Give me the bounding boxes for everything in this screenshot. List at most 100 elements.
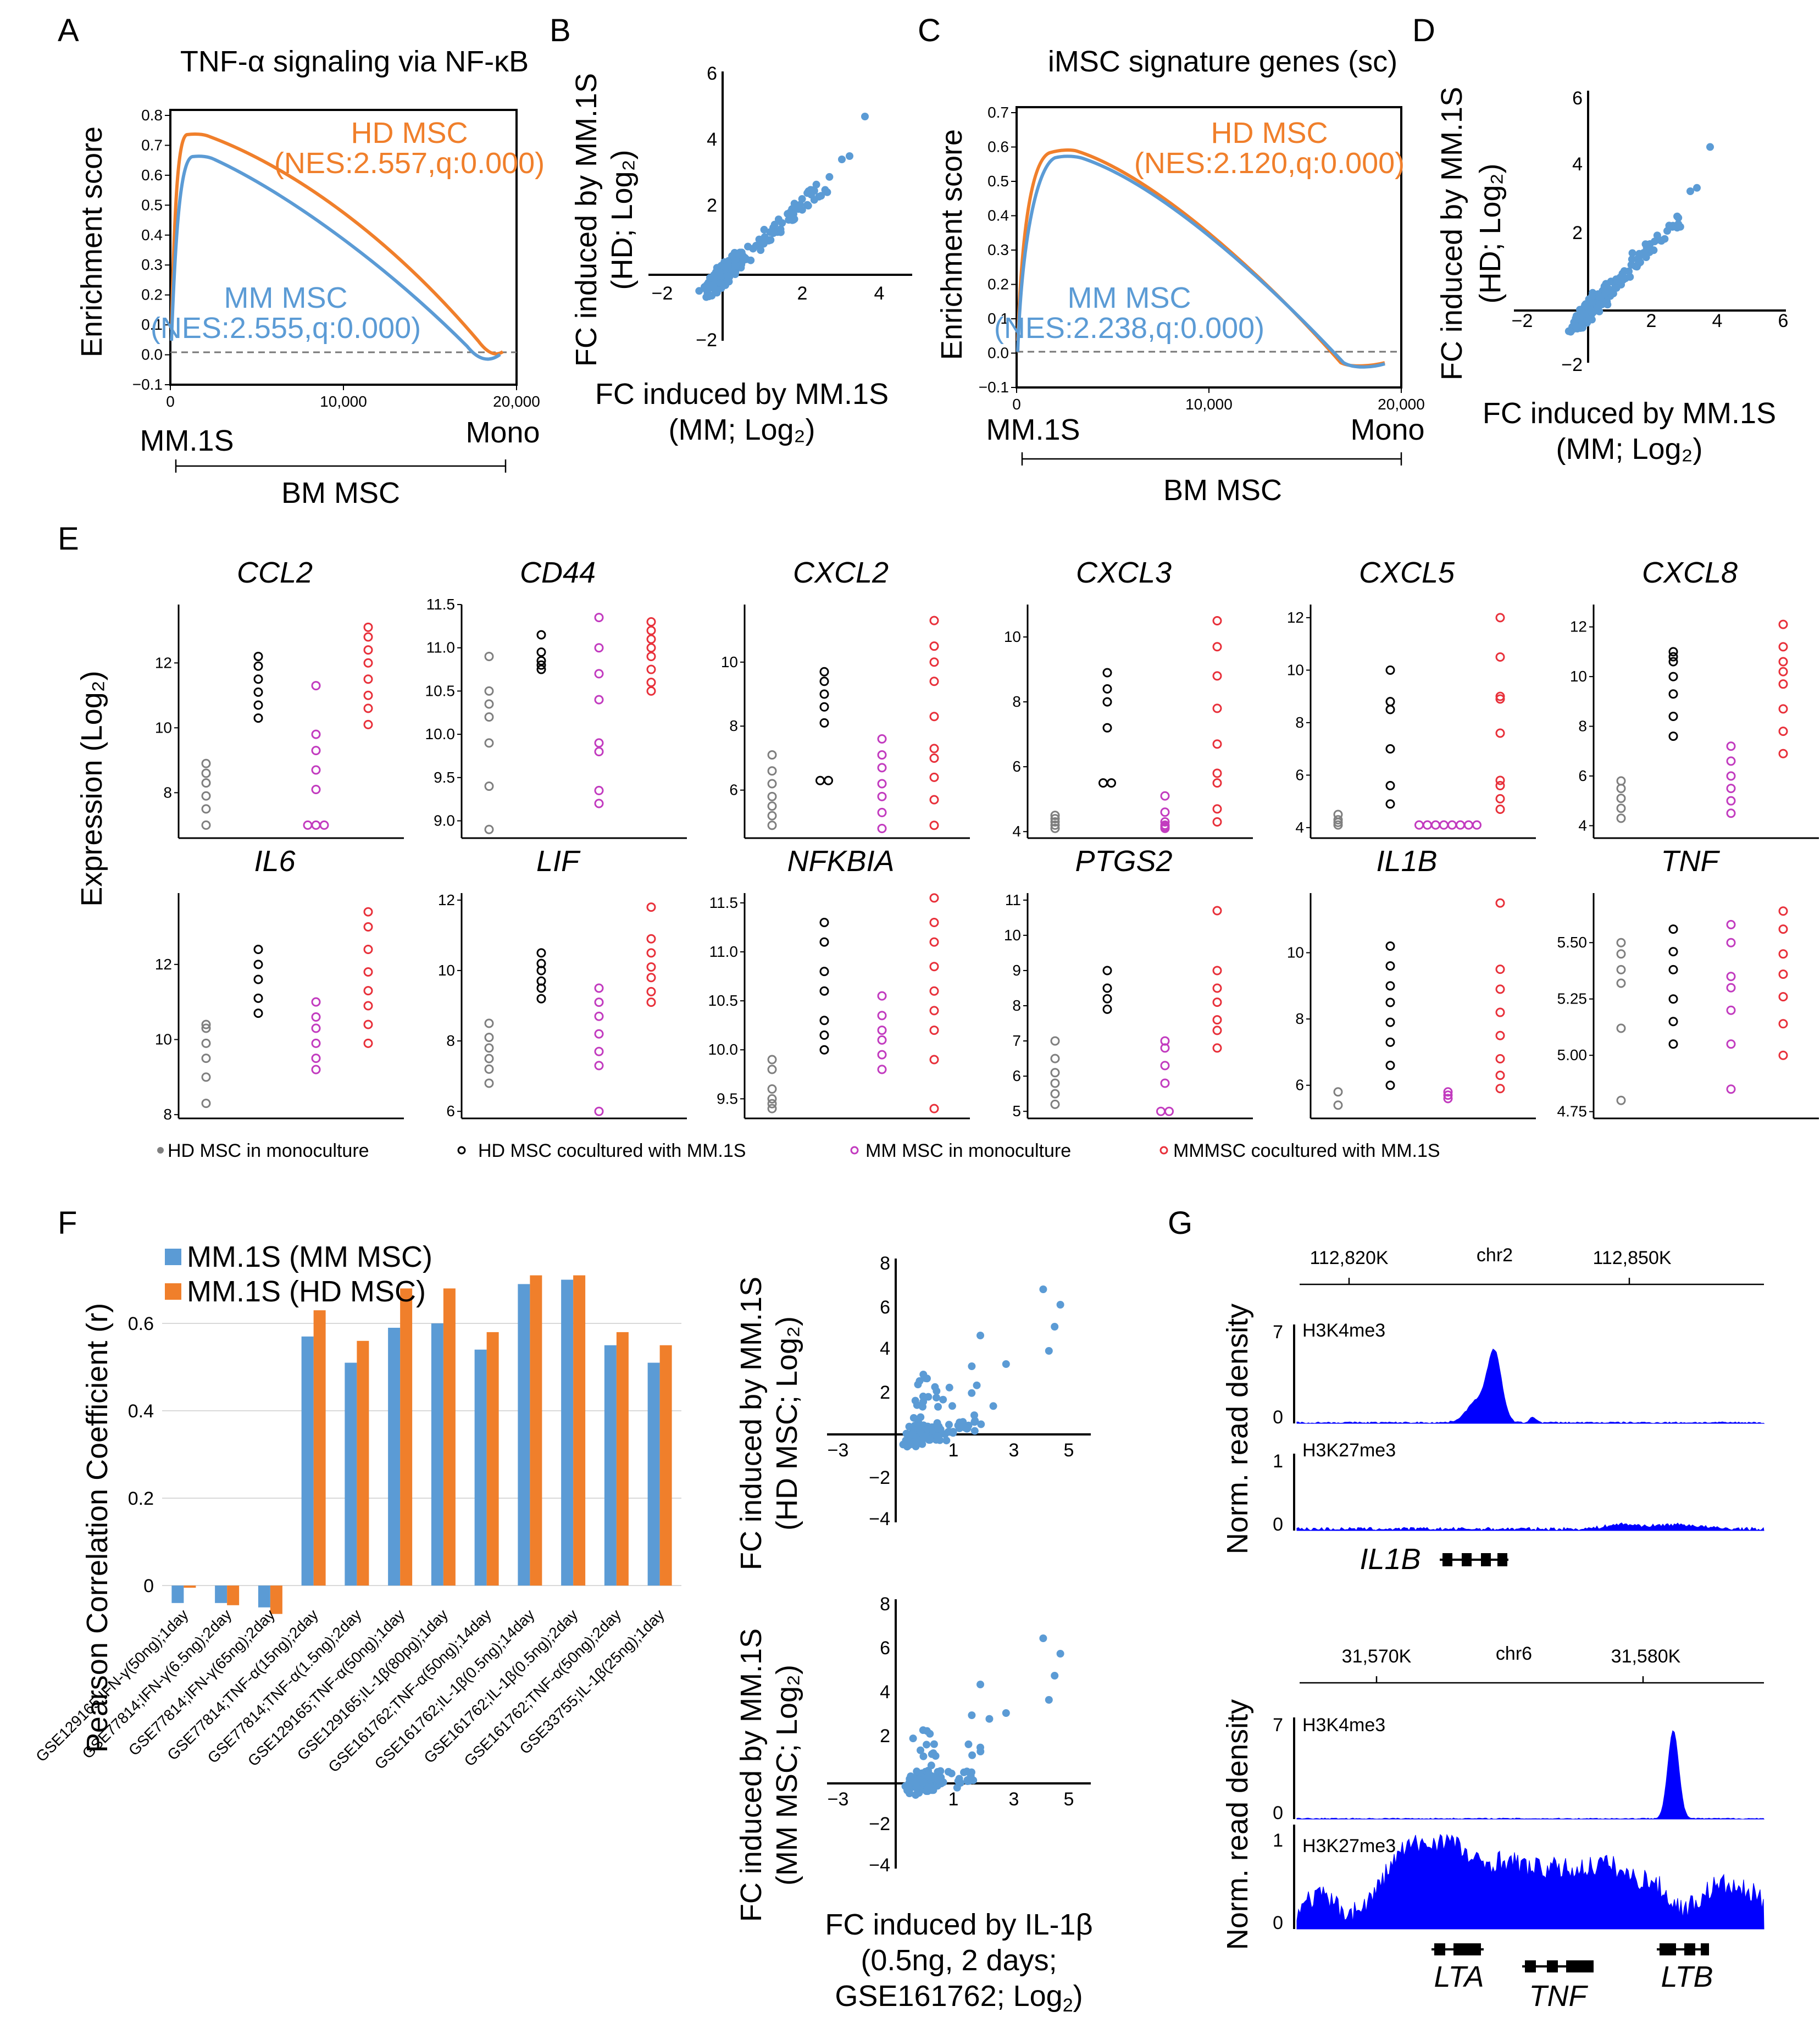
- panel-c-mm-name: MM MSC: [1068, 281, 1191, 314]
- panel-a-left-label: MM.1S: [140, 424, 234, 457]
- expression-point: [594, 695, 604, 705]
- expression-point: [1668, 731, 1678, 741]
- ytick-label: 0.2: [128, 1488, 154, 1509]
- expression-point: [363, 674, 373, 684]
- expression-point: [201, 768, 211, 778]
- expression-point: [1385, 1080, 1395, 1090]
- expression-point: [819, 1016, 829, 1026]
- expression-point: [1385, 705, 1395, 714]
- scatter-point: [817, 192, 825, 200]
- expression-point: [1212, 817, 1222, 827]
- ytick-label: 0.4: [128, 1401, 154, 1422]
- panel-f-legend: MM.1S (MM MSC) MM.1S (HD MSC): [165, 1240, 432, 1308]
- bar: [301, 1336, 314, 1586]
- scatter-point: [917, 1413, 925, 1421]
- panel-c-yticks: 0.7 0.6 0.5 0.4 0.3 0.2 0.1 0.0 −0.1: [979, 104, 1017, 396]
- expression-point: [1668, 1039, 1678, 1049]
- expression-point: [646, 617, 656, 627]
- expression-point: [1102, 966, 1112, 976]
- panel-d-ylabel-1: FC induced by MM.1S: [1435, 87, 1468, 380]
- ytick-label: 4: [1295, 819, 1304, 836]
- panel-a-hd-curve: [170, 132, 504, 356]
- ytick-label: 9.5: [717, 1090, 738, 1107]
- panel-b-ylabel-2: (HD; Log₂): [606, 149, 639, 290]
- scatter-point: [744, 242, 752, 251]
- panel-a-xticks: 0 10,000 20,000: [166, 385, 540, 410]
- bar: [573, 1275, 586, 1586]
- expression-point: [929, 1006, 939, 1016]
- expression-point: [929, 677, 939, 686]
- expression-point: [819, 937, 829, 947]
- expression-point: [1778, 1050, 1788, 1060]
- svg-text:6: 6: [880, 1297, 890, 1318]
- expression-point: [1050, 1054, 1060, 1063]
- expression-point: [646, 934, 656, 944]
- expression-point: [594, 1106, 604, 1116]
- panel-b-xlabel-2: (MM; Log₂): [669, 413, 815, 446]
- expression-point: [594, 747, 604, 757]
- expression-point: [1443, 1094, 1453, 1104]
- svg-text:2: 2: [707, 195, 717, 216]
- expression-point: [819, 986, 829, 996]
- expression-point: [1495, 1030, 1505, 1040]
- panel-e: E Expression (Log₂) CCL2 8 10 12 CD44 9.0 9.5 1…: [58, 521, 1819, 1161]
- panel-f-scatter2-points: [901, 1634, 1064, 1799]
- expression-point: [929, 986, 939, 996]
- ytick-label: 11.5: [709, 894, 738, 911]
- scatter-point: [810, 196, 818, 204]
- gene-plot-cd44: CD44 9.0 9.5 10.0 10.5 11.0 11.5: [425, 556, 687, 839]
- expression-point: [1778, 642, 1788, 652]
- bar: [518, 1284, 530, 1586]
- expression-point: [594, 643, 604, 653]
- scatter-point: [970, 1427, 979, 1435]
- svg-text:−3: −3: [828, 1789, 849, 1810]
- ytick-label: 0.8: [141, 107, 163, 124]
- scatter-point: [790, 210, 798, 218]
- expression-point: [646, 664, 656, 674]
- ytick-label: 0.3: [141, 256, 163, 273]
- expression-point: [1778, 969, 1788, 979]
- expression-point: [1212, 1026, 1222, 1035]
- expression-point: [594, 1029, 604, 1039]
- expression-point: [1668, 647, 1678, 657]
- legend-hd-mono: HD MSC in monoculture: [168, 1140, 369, 1161]
- panel-g-bottom-pos2: 31,580K: [1611, 1646, 1681, 1667]
- expression-point: [1495, 794, 1505, 803]
- scatter-point: [985, 1715, 994, 1723]
- expression-point: [1050, 823, 1060, 833]
- legend-hd-cocultured: HD MSC cocultured with MM.1S: [478, 1140, 746, 1161]
- ytick-label: 6: [1295, 1077, 1304, 1094]
- scatter-point: [695, 287, 703, 295]
- expression-point: [1431, 820, 1440, 830]
- scatter-point: [1612, 284, 1621, 292]
- ytick-label: 12: [1570, 618, 1587, 635]
- panel-a-yticks: 0.8 0.7 0.6 0.5 0.4 0.3 0.2 0.1 0.0 −0.1: [132, 107, 170, 393]
- expression-point: [767, 1065, 777, 1074]
- expression-point: [1726, 741, 1736, 751]
- scatter-point: [968, 1362, 976, 1370]
- scatter-point: [1056, 1301, 1064, 1309]
- expression-point: [1385, 780, 1395, 790]
- panel-g-gene-ltb: LTB: [1661, 1960, 1713, 1993]
- expression-point: [1778, 949, 1788, 959]
- expression-point: [929, 1055, 939, 1065]
- expression-point: [201, 758, 211, 768]
- gene-title: TNF: [1661, 845, 1721, 878]
- panel-c-hd-name: HD MSC: [1211, 117, 1328, 149]
- bar: [258, 1586, 270, 1608]
- expression-point: [1778, 619, 1788, 629]
- ytick-label: 5: [1012, 1102, 1021, 1119]
- scatter-point: [923, 1727, 931, 1735]
- panel-b: B FC induced by MM.1S (HD; Log₂) 6 4 2 −…: [550, 13, 912, 446]
- scatter-point: [964, 1740, 973, 1748]
- expression-point: [929, 1104, 939, 1113]
- ytick-label: 6: [1012, 758, 1021, 775]
- scatter-point: [807, 186, 815, 194]
- scatter-point: [1641, 240, 1650, 248]
- svg-text:2: 2: [1572, 223, 1583, 243]
- expression-point: [363, 945, 373, 954]
- scatter-point: [948, 1402, 956, 1410]
- svg-text:4: 4: [1572, 154, 1583, 175]
- expression-point: [819, 917, 829, 927]
- panel-b-xlabel-1: FC induced by MM.1S: [595, 378, 889, 411]
